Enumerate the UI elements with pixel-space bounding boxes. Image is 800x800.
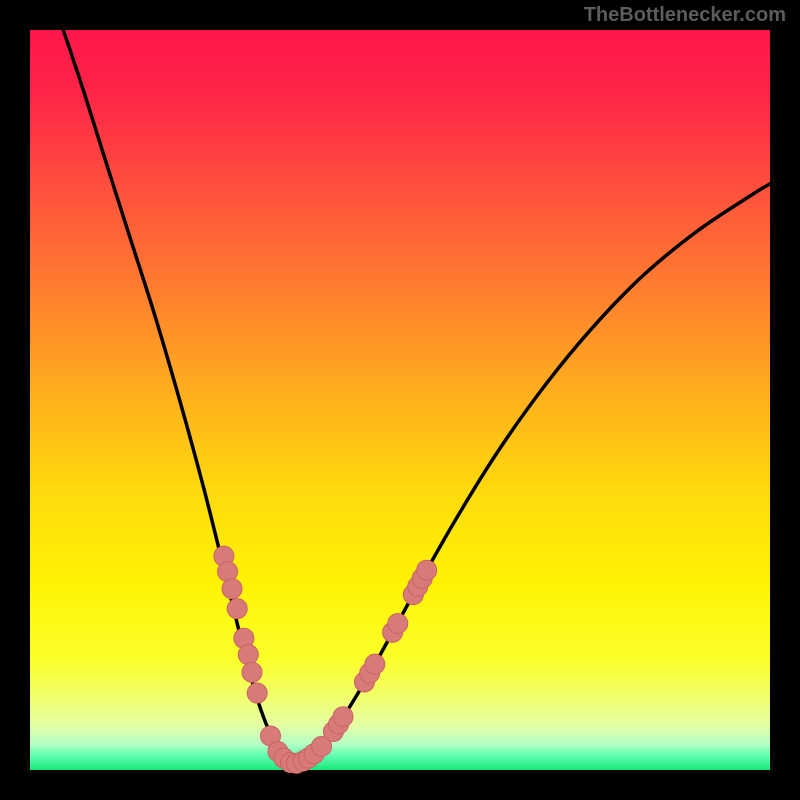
data-marker: [247, 683, 267, 703]
data-marker: [238, 645, 258, 665]
data-marker: [227, 599, 247, 619]
watermark-text: TheBottlenecker.com: [584, 4, 786, 27]
data-marker: [388, 613, 408, 633]
data-marker: [417, 560, 437, 580]
data-marker: [222, 579, 242, 599]
plot-area: [30, 30, 770, 770]
data-marker: [242, 662, 262, 682]
data-marker: [365, 654, 385, 674]
markers-group: [214, 546, 437, 773]
chart-svg: [30, 30, 770, 770]
data-marker: [333, 707, 353, 727]
